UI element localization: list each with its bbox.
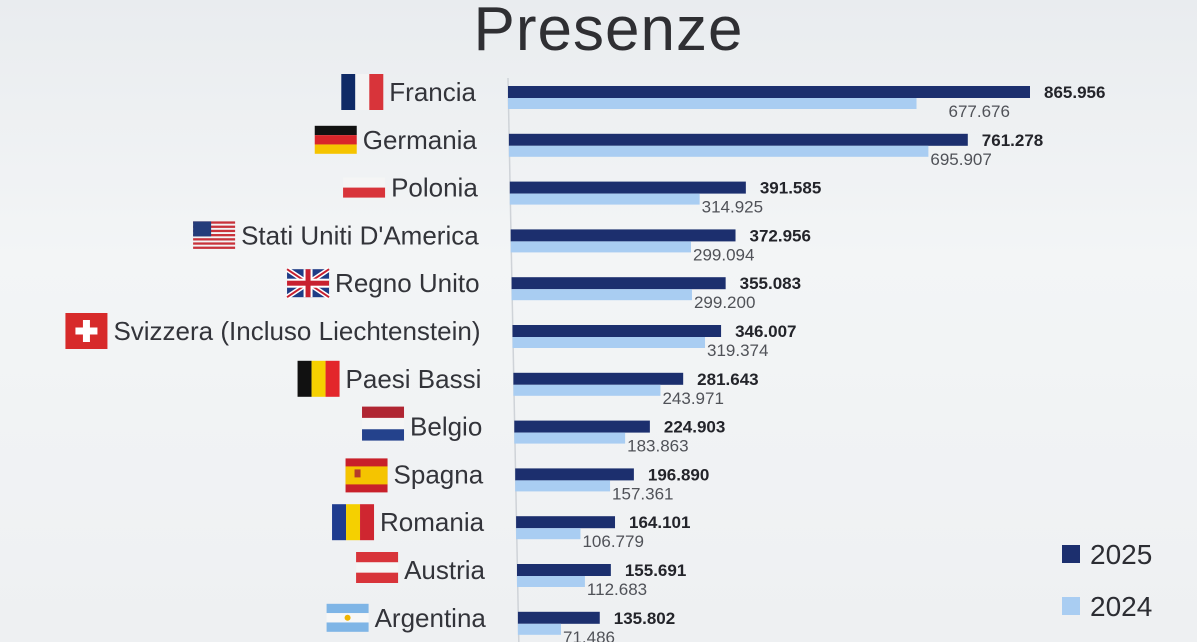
legend-swatch-2025 xyxy=(1062,545,1080,563)
bar-2025 xyxy=(509,181,746,194)
bar-2024 xyxy=(515,480,611,492)
usa-flag-icon xyxy=(193,221,236,249)
value-label-2024: 157.361 xyxy=(612,484,673,503)
category-label: Argentina xyxy=(375,603,487,633)
bar-2025 xyxy=(508,86,1030,98)
romania-flag-icon xyxy=(332,504,375,541)
category-label: Svizzera (Incluso Liechtenstein) xyxy=(113,316,480,346)
legend-swatch-2024 xyxy=(1062,597,1080,615)
category-label: Stati Uniti D'America xyxy=(241,220,479,250)
germany-flag-icon xyxy=(314,125,357,154)
switzerland-flag-icon xyxy=(65,313,108,349)
argentina-flag-icon xyxy=(326,603,369,632)
belgium-flag-icon xyxy=(297,360,340,397)
uk-flag-icon xyxy=(285,267,331,300)
bar-2024 xyxy=(508,145,929,157)
category-label: Austria xyxy=(404,555,485,585)
value-label-2025: 346.007 xyxy=(735,322,796,341)
value-label-2024: 106.779 xyxy=(582,532,643,551)
value-label-2024: 299.094 xyxy=(693,245,754,264)
category-label: Romania xyxy=(380,507,485,537)
value-label-2025: 196.890 xyxy=(648,465,709,484)
bar-2025 xyxy=(514,420,650,433)
bar-2024 xyxy=(511,289,692,301)
value-label-2025: 372.956 xyxy=(750,226,811,245)
bar-2024 xyxy=(509,193,700,205)
bar-2024 xyxy=(510,241,691,253)
bar-2025 xyxy=(510,229,736,242)
value-label-2024: 695.907 xyxy=(930,150,991,169)
bar-2025 xyxy=(508,133,968,146)
spain-flag-icon xyxy=(345,458,388,493)
value-label-2025: 865.956 xyxy=(1044,83,1105,102)
value-label-2025: 391.585 xyxy=(760,179,821,198)
category-label: Paesi Bassi xyxy=(346,364,482,394)
value-label-2024: 677.676 xyxy=(949,102,1010,121)
category-label: Belgio xyxy=(410,412,482,442)
bar-2024 xyxy=(514,432,626,444)
category-label: Regno Unito xyxy=(335,268,480,298)
bar-2025 xyxy=(511,277,726,290)
value-label-2024: 319.374 xyxy=(707,341,768,360)
bar-2025 xyxy=(515,468,634,481)
netherlands-flag-icon xyxy=(362,406,405,441)
bar-2024 xyxy=(508,98,917,109)
value-label-2025: 281.643 xyxy=(697,370,758,389)
bar-2025 xyxy=(513,372,684,385)
value-label-2024: 71.486 xyxy=(563,628,615,642)
category-label: Germania xyxy=(363,125,478,155)
france-flag-icon xyxy=(341,74,384,110)
bar-2025 xyxy=(517,564,611,576)
category-label: Francia xyxy=(389,77,476,107)
value-label-2024: 243.971 xyxy=(662,389,723,408)
austria-flag-icon xyxy=(356,552,399,583)
legend: 2025 2024 xyxy=(1062,539,1152,622)
value-label-2025: 224.903 xyxy=(664,418,725,437)
bar-2024 xyxy=(517,623,561,635)
category-label: Polonia xyxy=(391,173,478,203)
category-label: Spagna xyxy=(394,459,484,489)
bar-2024 xyxy=(512,337,706,348)
value-label-2024: 112.683 xyxy=(587,580,647,599)
legend-label-2025: 2025 xyxy=(1090,539,1152,570)
value-label-2025: 135.802 xyxy=(614,609,675,628)
value-label-2024: 183.863 xyxy=(627,437,688,456)
value-label-2024: 314.925 xyxy=(702,198,763,217)
bar-2024 xyxy=(513,384,661,396)
chart-title: Presenze xyxy=(473,0,744,64)
bar-2025 xyxy=(516,516,616,529)
poland-flag-icon xyxy=(343,177,386,198)
bar-2025 xyxy=(512,325,722,337)
bar-2024 xyxy=(516,528,581,540)
legend-label-2024: 2024 xyxy=(1090,591,1152,622)
value-label-2024: 299.200 xyxy=(694,293,755,312)
value-label-2025: 761.278 xyxy=(982,131,1043,150)
bar-2024 xyxy=(517,576,585,587)
bar-2025 xyxy=(517,611,600,624)
value-label-2025: 155.691 xyxy=(625,561,686,580)
y-axis-line xyxy=(507,77,520,642)
value-label-2025: 164.101 xyxy=(629,513,690,532)
value-label-2025: 355.083 xyxy=(740,274,801,293)
